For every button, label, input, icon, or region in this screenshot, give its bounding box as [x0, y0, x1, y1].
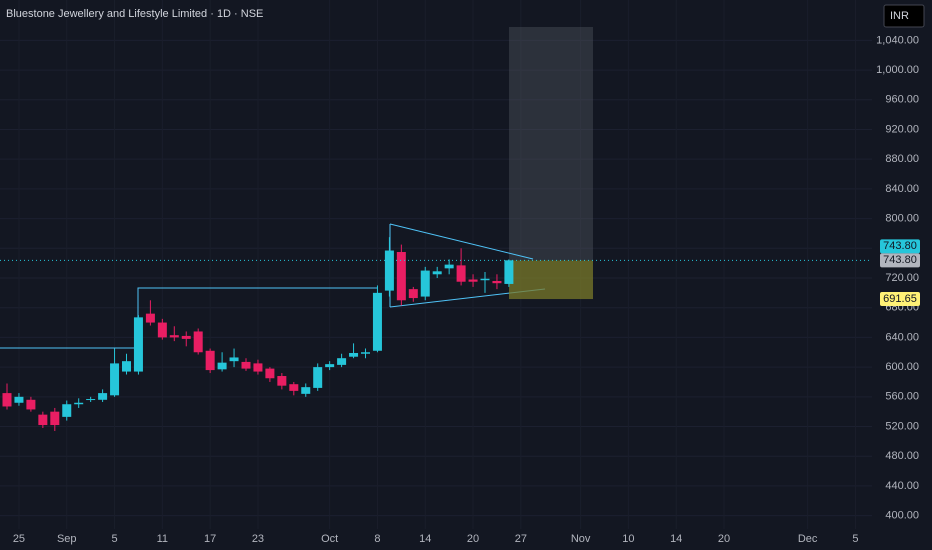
- drawings: [0, 27, 593, 349]
- candle-body: [217, 362, 227, 370]
- x-tick-label: 5: [111, 533, 117, 545]
- candle-body: [468, 279, 478, 282]
- candle-body: [193, 331, 203, 353]
- candle-body: [384, 250, 394, 291]
- candle-body: [313, 367, 323, 388]
- x-tick-label: Sep: [57, 533, 77, 545]
- x-tick-label: 27: [515, 533, 527, 545]
- x-tick-label: 5: [852, 533, 858, 545]
- candle-body: [504, 260, 514, 284]
- candle-body: [289, 384, 299, 391]
- x-tick-label: Dec: [798, 533, 818, 545]
- chart-title: Bluestone Jewellery and Lifestyle Limite…: [6, 8, 263, 20]
- candle-body: [169, 335, 179, 338]
- candle-body: [253, 363, 263, 372]
- y-tick-label: 800.00: [885, 212, 919, 224]
- candle-body: [122, 361, 131, 372]
- x-tick-label: 20: [467, 533, 479, 545]
- candle-body: [408, 289, 418, 299]
- candle-body: [2, 393, 12, 407]
- candle-body: [74, 402, 84, 405]
- grid: [0, 39, 872, 517]
- candle-body: [26, 399, 36, 410]
- x-tick-label: Nov: [571, 533, 591, 545]
- candle-body: [420, 270, 430, 297]
- y-tick-label: 1,040.00: [876, 34, 919, 46]
- x-tick-label: 20: [718, 533, 730, 545]
- entry-price-tag: [880, 253, 920, 268]
- y-tick-label: 960.00: [885, 94, 919, 106]
- candle-body: [14, 396, 24, 403]
- candle-body: [229, 357, 239, 362]
- y-tick-label: 720.00: [885, 272, 919, 284]
- candle-body: [396, 252, 406, 301]
- axes: 400.00 440.00 480.00 520.00 560.00 600.00 640.…: [0, 34, 920, 545]
- candle-body: [337, 358, 347, 365]
- stop-price-tag: [880, 292, 920, 307]
- x-tick-label: 17: [204, 533, 216, 545]
- last-price-label: 743.80: [883, 240, 917, 252]
- x-tick-label: 23: [252, 533, 264, 545]
- x-tick-label: 11: [157, 533, 168, 545]
- x-tick-label: 14: [670, 533, 682, 545]
- y-tick-label: 520.00: [885, 420, 919, 432]
- y-tick-label: 560.00: [885, 391, 919, 403]
- triangle-upper: [389, 223, 534, 260]
- candle-body: [432, 271, 442, 275]
- currency-box[interactable]: [883, 4, 925, 28]
- x-tick-label: 10: [622, 533, 634, 545]
- y-tick-label: 480.00: [885, 450, 919, 462]
- candle-body: [325, 364, 335, 368]
- candle-body: [133, 317, 143, 372]
- currency[interactable]: INR: [890, 10, 909, 22]
- y-tick-label: 600.00: [885, 361, 919, 373]
- candle-body: [277, 376, 287, 386]
- candle-body: [456, 265, 466, 282]
- y-tick-label: 840.00: [885, 183, 919, 195]
- candle-body: [480, 278, 490, 281]
- x-tick-label: 14: [419, 533, 431, 545]
- y-tick-label: 640.00: [885, 331, 919, 343]
- y-tick-label: 1,000.00: [876, 64, 919, 76]
- x-tick-label: 25: [13, 533, 25, 545]
- y-tick-label: 400.00: [885, 510, 919, 522]
- candle-body: [361, 352, 370, 354]
- candle-body: [444, 264, 454, 269]
- candle-body: [349, 353, 359, 357]
- target-zone: [509, 27, 593, 260]
- candle-body: [301, 387, 311, 394]
- candle-body: [205, 350, 215, 371]
- candle-body: [145, 313, 155, 323]
- candle-body: [157, 322, 167, 338]
- candle-body: [181, 335, 191, 339]
- candle-body: [265, 368, 275, 379]
- y-tick-label: 920.00: [885, 123, 919, 135]
- candle-body: [110, 363, 120, 396]
- entry-price-label: 743.80: [883, 254, 917, 266]
- candle-body: [38, 414, 48, 426]
- candle-body: [492, 280, 502, 284]
- candle-body: [241, 361, 251, 369]
- y-tick-label: 880.00: [885, 153, 919, 165]
- x-tick-label: 8: [374, 533, 380, 545]
- candle-body: [86, 399, 96, 401]
- stop-zone: [509, 260, 593, 300]
- stop-price-label: 691.65: [883, 293, 917, 305]
- candle-body: [372, 292, 382, 351]
- candle-body: [62, 404, 72, 417]
- candle-body: [98, 393, 108, 400]
- y-tick-label: 440.00: [885, 480, 919, 492]
- candle-body: [50, 411, 60, 426]
- last-price-tag: [880, 239, 920, 254]
- x-tick-label: Oct: [321, 533, 338, 545]
- candles: [2, 237, 514, 431]
